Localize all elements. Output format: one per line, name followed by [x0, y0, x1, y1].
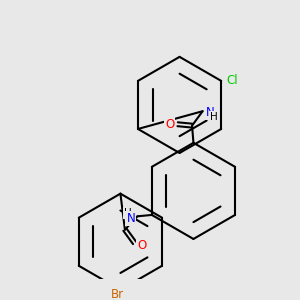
Text: H: H — [124, 208, 131, 218]
Text: Br: Br — [111, 288, 124, 300]
Text: O: O — [165, 118, 174, 131]
Text: N: N — [206, 106, 215, 119]
Text: H: H — [210, 112, 218, 122]
Text: N: N — [126, 212, 135, 225]
Text: O: O — [137, 239, 147, 252]
Text: Cl: Cl — [227, 74, 239, 87]
